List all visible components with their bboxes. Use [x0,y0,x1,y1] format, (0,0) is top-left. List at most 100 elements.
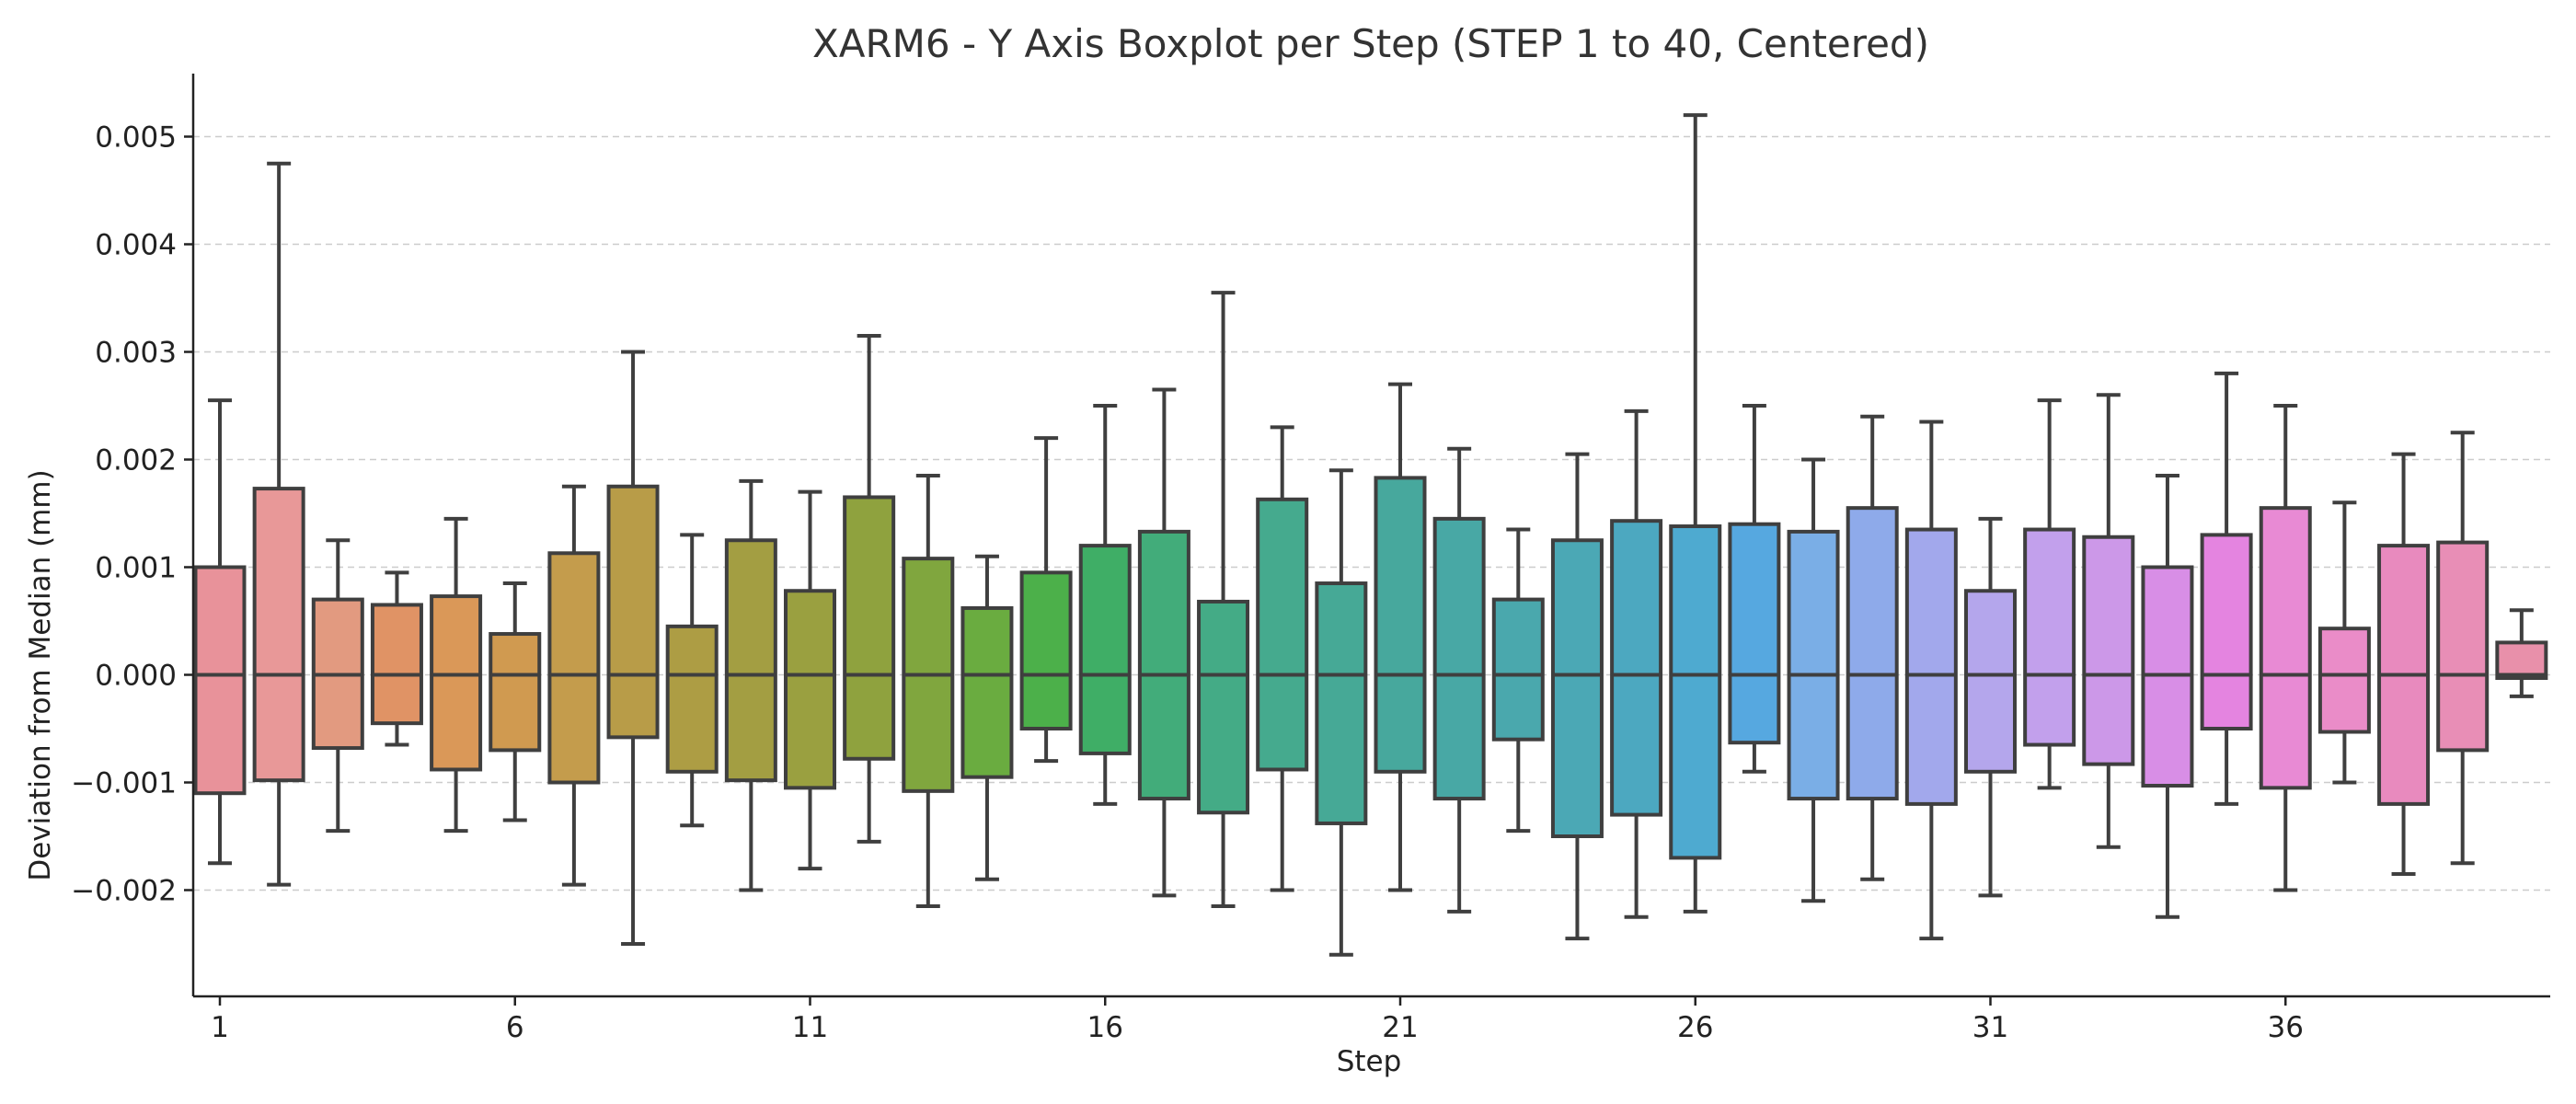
iqr-box [1315,581,1368,825]
box-step-15 [1019,436,1073,764]
box-step-30 [1904,420,1958,941]
box-step-12 [843,333,896,844]
box-step-28 [1787,457,1840,903]
box-step-13 [902,474,955,909]
iqr-box [1019,570,1073,730]
iqr-box [1491,597,1545,742]
y-tick-label: 0.005 [95,121,177,155]
box-step-9 [665,533,719,828]
iqr-box [2259,506,2312,790]
iqr-box [1728,522,1781,745]
iqr-box [2317,627,2371,734]
iqr-box [1669,524,1722,860]
box-step-25 [1610,408,1663,919]
box-step-17 [1137,387,1190,898]
box-step-14 [960,554,1014,881]
box-step-2 [252,161,305,887]
x-tick-label: 16 [1087,1011,1123,1044]
x-tick-label: 11 [792,1011,828,1044]
box-step-31 [1964,516,2017,898]
iqr-box [843,495,896,761]
iqr-box [1197,599,1250,815]
box-step-36 [2259,404,2312,892]
boxes [193,113,2548,957]
axes [191,74,2550,998]
box-step-11 [784,489,836,871]
box-step-34 [2141,474,2194,919]
y-tick-label: −0.002 [71,875,177,908]
box-step-32 [2023,398,2076,790]
iqr-box [665,624,719,774]
iqr-box [1904,527,1958,806]
x-axis-label: Step [1337,1045,1402,1078]
iqr-box [1078,544,1132,755]
iqr-box [1610,519,1663,817]
y-tick-label: 0.003 [95,337,177,370]
iqr-box [1256,497,1309,772]
box-step-5 [430,516,483,834]
box-step-8 [606,350,660,946]
x-tick-label: 36 [2268,1011,2304,1044]
iqr-box [1846,506,1899,801]
box-step-38 [2377,452,2431,876]
iqr-box [2436,540,2490,753]
iqr-box [2495,640,2548,681]
box-step-19 [1256,425,1309,892]
box-step-27 [1728,404,1781,774]
iqr-box [784,589,836,790]
grid-lines [193,135,2550,891]
y-tick-label: 0.004 [95,229,177,262]
box-step-33 [2082,393,2135,849]
iqr-box [1432,516,1486,801]
box-step-18 [1197,291,1250,909]
box-step-39 [2436,431,2490,866]
iqr-box [1787,529,1840,801]
x-tick-label: 31 [1972,1011,2008,1044]
box-step-1 [193,398,247,866]
iqr-box [2200,533,2253,731]
box-step-21 [1374,382,1427,892]
y-ticks: −0.002 −0.001 0.000 0.001 0.002 0.003 0.004 0.0… [71,121,193,908]
box-step-40 [2495,608,2548,698]
box-step-16 [1078,404,1132,806]
iqr-box [370,603,423,726]
x-tick-label: 1 [211,1011,229,1044]
iqr-box [252,487,305,783]
y-tick-label: −0.001 [71,767,177,800]
box-step-23 [1491,527,1545,834]
box-step-20 [1315,468,1368,957]
iqr-box [1374,476,1427,774]
iqr-box [1964,589,2017,774]
iqr-box [2082,535,2135,766]
x-tick-label: 21 [1382,1011,1418,1044]
iqr-box [606,484,660,740]
iqr-box [960,605,1014,779]
iqr-box [193,565,247,796]
iqr-box [489,632,542,753]
box-step-4 [370,570,423,747]
iqr-box [547,551,601,785]
x-tick-label: 6 [506,1011,524,1044]
x-tick-label: 26 [1677,1011,1713,1044]
iqr-box [1137,529,1190,801]
iqr-box [1550,538,1604,838]
box-step-3 [311,538,364,834]
y-tick-label: 0.000 [95,660,177,693]
y-axis-label: Deviation from Median (mm) [24,469,57,880]
box-step-10 [724,478,777,892]
box-step-37 [2317,500,2371,785]
iqr-box [430,594,483,772]
box-step-7 [547,484,601,887]
y-tick-label: 0.001 [95,552,177,585]
box-step-35 [2200,371,2253,806]
chart-title: XARM6 - Y Axis Boxplot per Step (STEP 1 … [812,21,1929,66]
box-step-24 [1550,452,1604,941]
box-step-6 [489,581,542,822]
iqr-box [724,538,777,783]
box-step-29 [1846,414,1899,881]
y-tick-label: 0.002 [95,444,177,477]
iqr-box [2023,527,2076,747]
box-step-26 [1669,113,1722,914]
box-step-22 [1432,446,1486,914]
